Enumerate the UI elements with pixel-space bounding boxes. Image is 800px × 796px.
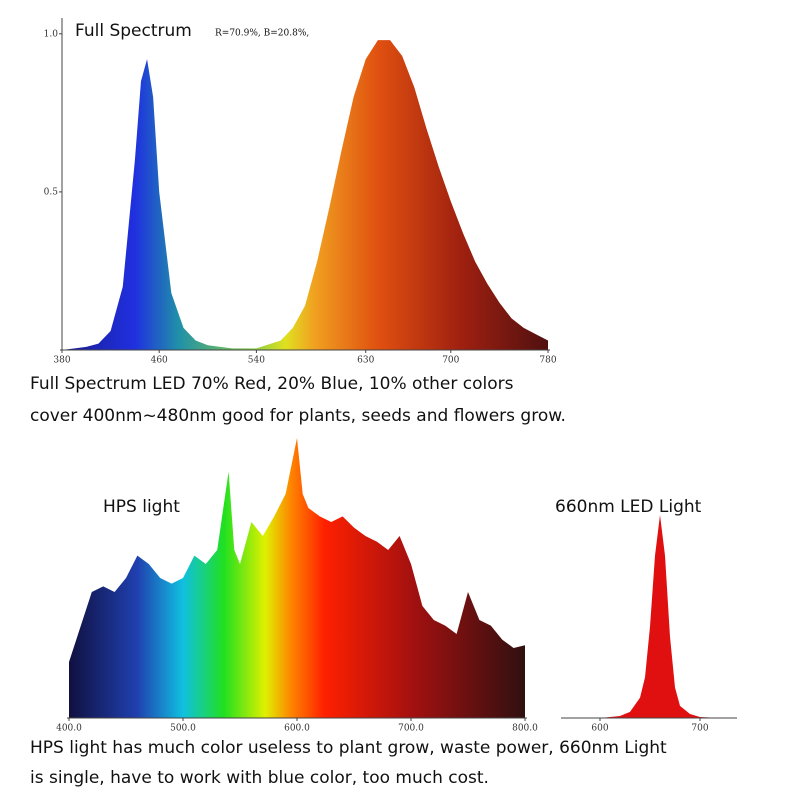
spectrum-area bbox=[69, 438, 525, 718]
x-tick-label: 600 bbox=[591, 724, 608, 734]
x-tick-label: 630 bbox=[357, 356, 374, 366]
x-tick-label: 380 bbox=[53, 356, 70, 366]
x-tick-label: 500.0 bbox=[170, 724, 196, 734]
x-tick-label: 700 bbox=[442, 356, 459, 366]
x-tick-label: 700 bbox=[691, 724, 708, 734]
chart-title: Full Spectrum bbox=[75, 21, 192, 41]
x-tick-label: 800.0 bbox=[512, 724, 538, 734]
y-tick-label: 0.5 bbox=[44, 187, 59, 197]
x-tick-label: 540 bbox=[248, 356, 265, 366]
chart-subtitle: R=70.9%, B=20.8%, bbox=[215, 29, 309, 39]
caption: Full Spectrum LED 70% Red, 20% Blue, 10%… bbox=[30, 374, 514, 394]
x-tick-label: 700.0 bbox=[398, 724, 424, 734]
spectrum-area bbox=[600, 515, 720, 718]
y-tick-label: 1.0 bbox=[44, 29, 59, 39]
x-tick-label: 460 bbox=[151, 356, 168, 366]
caption: is single, have to work with blue color,… bbox=[30, 768, 489, 788]
caption: cover 400nm~480nm good for plants, seeds… bbox=[30, 406, 566, 426]
spectrum-area bbox=[62, 40, 548, 351]
chart-title: HPS light bbox=[103, 497, 180, 517]
x-tick-label: 600.0 bbox=[284, 724, 310, 734]
x-tick-label: 400.0 bbox=[56, 724, 82, 734]
x-tick-label: 780 bbox=[539, 356, 556, 366]
caption: HPS light has much color useless to plan… bbox=[30, 738, 667, 758]
chart-title: 660nm LED Light bbox=[555, 497, 702, 517]
